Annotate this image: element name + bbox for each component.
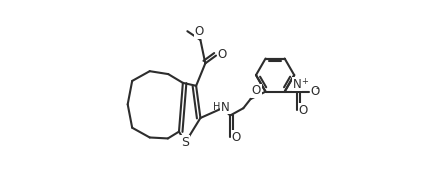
Text: S: S	[181, 136, 189, 149]
Text: O: O	[217, 48, 227, 61]
Text: +: +	[301, 77, 308, 86]
Text: -: -	[316, 83, 319, 93]
Text: N: N	[293, 78, 302, 91]
Text: O: O	[232, 131, 241, 144]
Text: H: H	[213, 102, 220, 112]
Text: N: N	[221, 101, 230, 114]
Text: O: O	[195, 25, 204, 38]
Text: O: O	[299, 104, 308, 117]
Text: O: O	[311, 85, 320, 98]
Text: O: O	[252, 84, 261, 98]
